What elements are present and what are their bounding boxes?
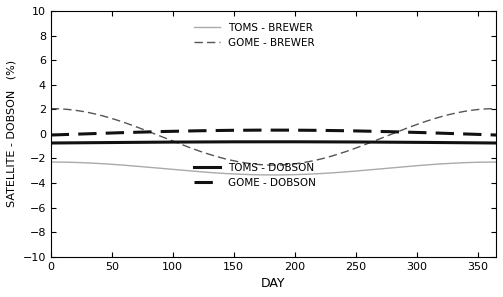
Y-axis label: SATELLITE - DOBSON   (%): SATELLITE - DOBSON (%)	[7, 60, 17, 207]
X-axis label: DAY: DAY	[261, 277, 286, 290]
Legend: TOMS - DOBSON, GOME - DOBSON: TOMS - DOBSON, GOME - DOBSON	[190, 159, 320, 192]
